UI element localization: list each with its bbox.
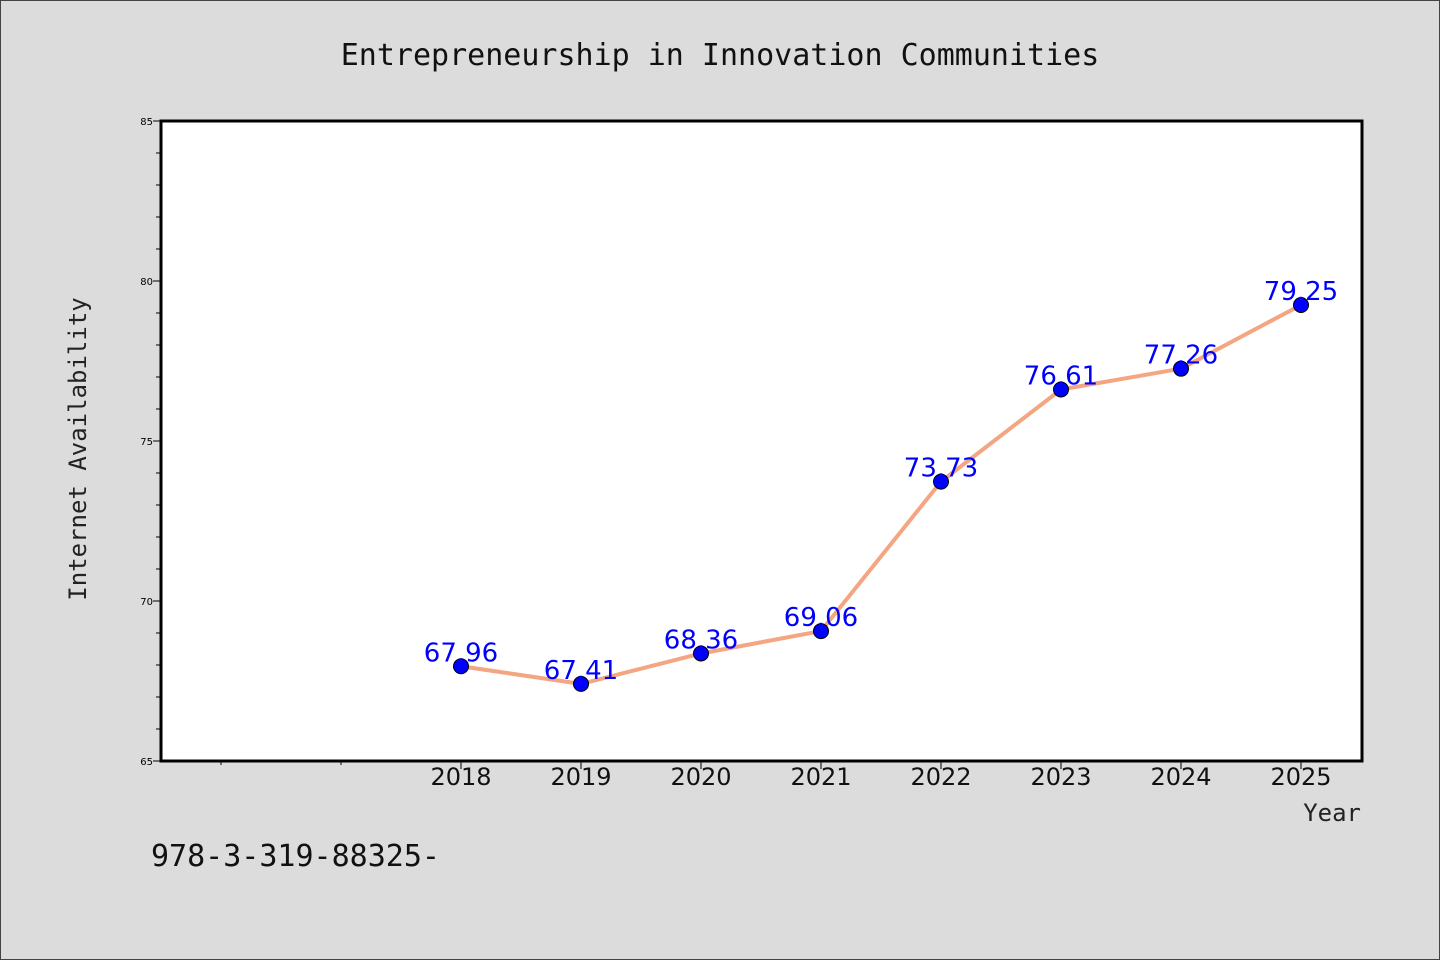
data-point xyxy=(1173,360,1189,377)
x-axis-ticks: 2018 2019 2020 2021 2022 2023 2024 2025 xyxy=(220,761,1332,791)
y-tick-label: 85 xyxy=(140,117,153,128)
data-label: 76.61 xyxy=(1024,361,1098,391)
data-label: 77.26 xyxy=(1144,341,1218,371)
x-tick-label: 2020 xyxy=(670,763,731,791)
x-axis-label: Year xyxy=(1303,799,1361,827)
y-axis-ticks: 65 70 75 80 85 xyxy=(140,117,161,768)
y-tick-label: 80 xyxy=(140,277,153,288)
data-point xyxy=(1053,381,1069,398)
footer-code: 978-3-319-88325- xyxy=(151,839,440,874)
series-layer: 67.96 67.41 68.36 69.06 73.73 76.61 77.26 79.25 xyxy=(424,277,1338,692)
data-label: 79.25 xyxy=(1264,277,1338,307)
data-label: 69.06 xyxy=(784,603,858,633)
plot-frame xyxy=(159,119,1364,763)
x-tick-label: 2024 xyxy=(1150,763,1211,791)
x-tick-label: 2023 xyxy=(1030,763,1091,791)
data-point xyxy=(933,473,949,490)
series-line xyxy=(460,303,1302,686)
data-point xyxy=(573,675,589,692)
data-point xyxy=(453,658,469,675)
y-tick-label: 70 xyxy=(140,597,153,608)
x-tick-label: 2025 xyxy=(1270,763,1331,791)
x-tick-label: 2021 xyxy=(790,763,851,791)
data-point xyxy=(693,645,709,662)
data-label: 68.36 xyxy=(664,625,738,655)
plot-area xyxy=(161,121,1362,761)
data-point xyxy=(1293,297,1309,313)
data-label: 67.41 xyxy=(544,656,618,686)
x-tick-label: 2019 xyxy=(550,763,611,791)
x-tick-label: 2022 xyxy=(910,763,971,791)
x-tick-label: 2018 xyxy=(430,763,491,791)
data-label: 73.73 xyxy=(904,454,978,484)
y-axis-label: Internet Availability xyxy=(64,297,92,600)
data-label: 67.96 xyxy=(424,638,498,668)
y-tick-label: 75 xyxy=(140,437,153,448)
chart-title: Entrepreneurship in Innovation Communiti… xyxy=(341,38,1100,73)
y-tick-label: 65 xyxy=(140,757,153,768)
data-point xyxy=(813,623,829,640)
